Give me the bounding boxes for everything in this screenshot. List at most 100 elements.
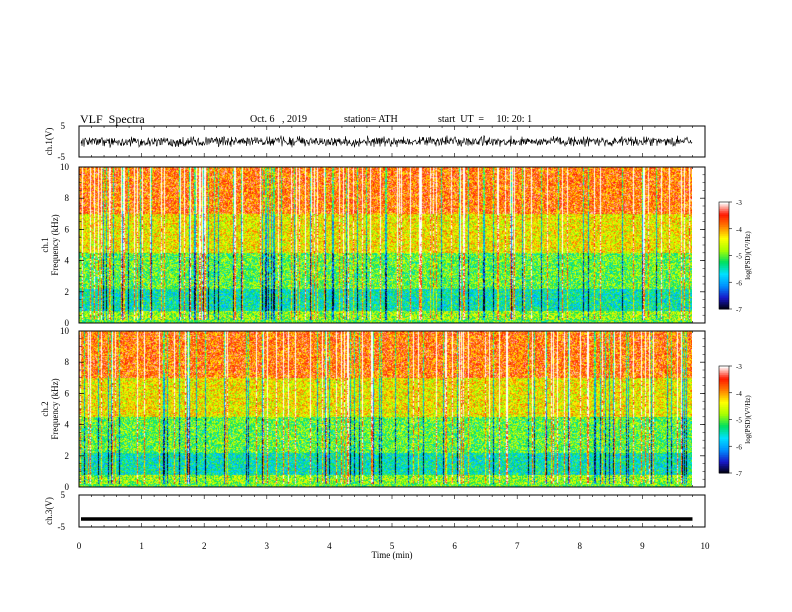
- x-tick-label: 8: [578, 541, 583, 551]
- colorbar-swatch: [719, 371, 729, 374]
- colorbar-swatch: [719, 285, 729, 289]
- panel-4: [78, 494, 706, 528]
- x-tick-label: 10: [701, 541, 711, 551]
- colorbar-swatch: [719, 462, 729, 465]
- colorbar-swatch: [719, 280, 729, 283]
- y-tick-label: 6: [65, 224, 70, 234]
- colorbar-swatch: [719, 300, 729, 303]
- colorbar-swatch: [719, 373, 729, 376]
- panel-1: [78, 125, 706, 158]
- y-tick-label: 5: [61, 490, 66, 500]
- colorbar-swatch: [719, 223, 729, 226]
- x-tick-label: 2: [202, 541, 207, 551]
- colorbar-tick-label: -4: [736, 226, 742, 234]
- colorbar-swatch: [719, 396, 729, 399]
- colorbar-swatch: [719, 234, 729, 237]
- colorbar-swatch: [719, 202, 729, 205]
- colorbar-swatch: [719, 260, 729, 264]
- colorbar-swatch: [719, 465, 729, 469]
- colorbar-swatch: [719, 382, 729, 385]
- colorbar-swatch: [719, 269, 729, 273]
- colorbar-swatch: [719, 244, 729, 248]
- colorbar-swatch: [719, 469, 729, 472]
- colorbar-swatch: [719, 426, 729, 429]
- colorbar-swatch: [719, 414, 729, 417]
- colorbar-swatch: [719, 408, 729, 412]
- colorbar-swatch: [719, 305, 729, 308]
- colorbar-tick-label: -3: [736, 363, 742, 371]
- colorbar-swatch: [719, 453, 729, 456]
- colorbar-swatch: [719, 467, 729, 470]
- colorbar-swatch: [719, 419, 729, 422]
- colorbar-swatch: [719, 421, 729, 424]
- colorbar-swatch: [719, 292, 729, 296]
- colorbar-swatch: [719, 257, 729, 260]
- colorbar-swatch: [719, 250, 729, 253]
- colorbar-swatch: [719, 431, 729, 435]
- colorbar-swatch: [719, 423, 729, 426]
- y-axis-label-frequency: Frequency (kHz): [50, 214, 60, 275]
- colorbar-swatch: [719, 460, 729, 463]
- colorbar-swatch: [719, 203, 729, 207]
- colorbar-swatch: [719, 219, 729, 223]
- colorbar-swatch: [719, 235, 729, 239]
- colorbar-swatch: [719, 264, 729, 267]
- colorbar-swatch: [719, 369, 729, 372]
- colorbar-swatch: [719, 221, 729, 224]
- colorbar: -3 -4 -5 -6 -7 log(PSD)(V²/Hz): [718, 363, 752, 478]
- colorbar-swatch: [719, 428, 729, 431]
- colorbar-swatch: [719, 216, 729, 219]
- colorbar-swatch: [719, 278, 729, 281]
- colorbar-swatch: [719, 464, 729, 467]
- colorbar-swatch: [719, 287, 729, 290]
- line-panel-1: 5 -5 ch.1(V): [44, 121, 705, 162]
- y-tick-label: 10: [60, 326, 70, 336]
- colorbar-swatch: [719, 243, 729, 246]
- colorbar-swatch: [719, 253, 729, 256]
- colorbar-swatch: [719, 412, 729, 415]
- y-tick-label: -5: [58, 522, 66, 532]
- colorbar-swatch: [719, 296, 729, 299]
- colorbar-swatch: [719, 378, 729, 381]
- colorbar-label: log(PSD)(V²/Hz): [744, 395, 752, 444]
- colorbar-swatch: [719, 437, 729, 440]
- y-tick-label: 10: [60, 162, 70, 172]
- colorbar-swatch: [719, 403, 729, 406]
- colorbar-swatch: [719, 366, 729, 369]
- colorbar-swatch: [719, 271, 729, 274]
- colorbar-swatch: [719, 291, 729, 294]
- colorbar-swatch: [719, 210, 729, 214]
- colorbar-swatch: [719, 455, 729, 458]
- colorbar-swatch: [719, 383, 729, 387]
- colorbar-tick-label: -7: [736, 470, 742, 478]
- colorbar-swatch: [719, 444, 729, 447]
- colorbar-swatch: [719, 276, 729, 280]
- colorbar-swatch: [719, 284, 729, 287]
- colorbar-swatch: [719, 294, 729, 298]
- spectrogram-image: [79, 331, 692, 487]
- colorbar-swatch: [719, 367, 729, 371]
- y-tick-label: 6: [65, 388, 70, 398]
- colorbar-swatch: [719, 239, 729, 242]
- colorbar-swatch: [719, 205, 729, 208]
- colorbar-swatch: [719, 405, 729, 408]
- spectrogram-panel-1: 0 2 4 6 8 10 ch.1 Frequency (kHz) -3 -4 -5 -6 -7 log(…: [40, 162, 752, 328]
- y-tick-label: 0: [65, 318, 70, 328]
- colorbar-swatch: [719, 410, 729, 413]
- colorbar-tick-label: -6: [736, 279, 742, 287]
- x-tick-label: 9: [640, 541, 645, 551]
- y-tick-label: 2: [65, 451, 70, 461]
- colorbar-swatch: [719, 273, 729, 276]
- colorbar-swatch: [719, 248, 729, 251]
- colorbar-swatch: [719, 266, 729, 269]
- colorbar-swatch: [719, 226, 729, 230]
- colorbar-swatch: [719, 214, 729, 217]
- colorbar-swatch: [719, 392, 729, 396]
- colorbar-swatch: [719, 440, 729, 444]
- colorbar-swatch: [719, 241, 729, 244]
- colorbar-swatch: [719, 387, 729, 390]
- colorbar-swatch: [719, 267, 729, 271]
- colorbar-swatch: [719, 385, 729, 388]
- y-tick-label: 8: [65, 357, 70, 367]
